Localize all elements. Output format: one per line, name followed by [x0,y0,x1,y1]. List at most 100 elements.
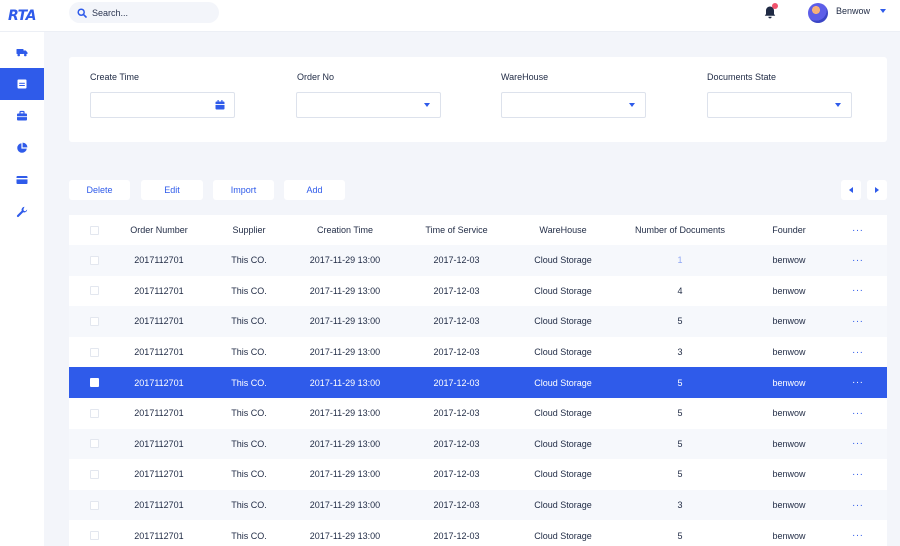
number-of-documents-cell: 1 [677,255,683,266]
delete-button[interactable]: Delete [69,180,130,200]
table-row[interactable]: 2017112701 This CO. 2017-11-29 13:00 2017-1… [69,489,887,521]
creation-time-cell: 2017-11-29 13:00 [309,530,381,541]
column-header-time-of-service[interactable]: Time of Service [425,225,488,235]
creation-time-cell: 2017-11-29 13:00 [309,347,381,358]
notification-badge [772,3,778,9]
more-options-icon[interactable]: ··· [852,530,864,542]
column-header-number-of-documents[interactable]: Number of Documents [634,225,726,235]
founder-cell: benwow [772,469,806,480]
row-checkbox[interactable] [90,255,99,265]
table-row[interactable]: 2017112701 This CO. 2017-11-29 13:00 2017-1… [69,397,887,429]
warehouse-cell: Cloud Storage [534,255,592,266]
sidebar-item-payments[interactable] [0,164,44,196]
more-options-icon[interactable]: ··· [852,377,864,389]
more-options-icon[interactable]: ··· [852,499,864,511]
column-header-warehouse[interactable]: WareHouse [539,225,587,235]
number-of-documents-cell: 5 [677,438,683,449]
search-icon [77,7,87,18]
more-options-icon[interactable]: ··· [852,468,864,480]
order-no-select[interactable] [296,92,441,118]
table-row[interactable]: 2017112701 This CO. 2017-11-29 13:00 2017-1… [69,428,887,460]
chevron-right-icon [875,187,879,193]
table-row[interactable]: 2017112701 This CO. 2017-11-29 13:00 2017-1… [69,459,887,490]
time-of-service-cell: 2017-12-03 [433,316,480,327]
number-of-documents-cell: 5 [677,530,683,541]
previous-page-button[interactable] [841,180,861,200]
document-icon [17,79,27,89]
next-page-button[interactable] [867,180,887,200]
sidebar-item-reports[interactable] [0,132,44,164]
supplier-cell: This CO. [231,469,267,480]
more-options-icon[interactable]: ··· [852,407,864,419]
creation-time-cell: 2017-11-29 13:00 [309,469,381,480]
warehouse-cell: Cloud Storage [534,500,592,511]
more-options-icon[interactable]: ··· [852,285,864,297]
row-checkbox[interactable] [90,347,99,357]
supplier-cell: This CO. [231,500,267,511]
chevron-down-icon[interactable] [880,9,886,13]
row-checkbox[interactable] [90,439,99,449]
search-input[interactable] [92,7,212,18]
column-header-founder[interactable]: Founder [772,225,806,235]
table-row[interactable]: 2017112701 This CO. 2017-11-29 13:00 2017-1… [69,306,887,337]
order-number-cell: 2017112701 [134,438,184,449]
creation-time-cell: 2017-11-29 13:00 [309,500,381,511]
number-of-documents-cell: 3 [677,500,683,511]
more-options-icon[interactable]: ··· [852,346,864,358]
chevron-down-icon [835,103,841,107]
add-button[interactable]: Add [284,180,345,200]
create-time-field[interactable] [90,92,235,118]
more-options-icon[interactable]: ··· [852,315,864,327]
row-checkbox[interactable] [90,469,99,479]
order-no-label: Order No [297,72,335,82]
order-number-cell: 2017112701 [134,469,184,480]
table-row[interactable]: 2017112701 This CO. 2017-11-29 13:00 2017-1… [69,245,887,276]
search-box[interactable] [69,2,219,23]
row-checkbox[interactable] [90,378,99,388]
orders-table: Order Number Supplier Creation Time Time… [69,215,887,546]
time-of-service-cell: 2017-12-03 [433,469,480,480]
number-of-documents-cell: 3 [677,347,683,358]
founder-cell: benwow [772,377,806,388]
more-options-icon[interactable]: ··· [852,254,864,266]
table-row[interactable]: 2017112701 This CO. 2017-11-29 13:00 2017-1… [69,520,887,546]
column-header-creation-time[interactable]: Creation Time [316,225,374,235]
sidebar-item-logistics[interactable] [0,36,44,68]
notification-bell-icon[interactable] [762,4,778,20]
row-checkbox[interactable] [90,531,99,541]
sidebar-item-settings[interactable] [0,196,44,228]
supplier-cell: This CO. [231,530,267,541]
creation-time-cell: 2017-11-29 13:00 [309,255,381,266]
row-checkbox[interactable] [90,286,99,296]
supplier-cell: This CO. [231,316,267,327]
column-header-supplier[interactable]: Supplier [232,225,266,235]
row-checkbox[interactable] [90,408,99,418]
warehouse-select[interactable] [501,92,646,118]
documents-state-select[interactable] [707,92,852,118]
table-row[interactable]: 2017112701 This CO. 2017-11-29 13:00 2017-1… [69,336,887,368]
table-row[interactable]: 2017112701 This CO. 2017-11-29 13:00 2017-1… [69,275,887,307]
warehouse-cell: Cloud Storage [534,530,592,541]
creation-time-cell: 2017-11-29 13:00 [309,316,381,327]
row-checkbox[interactable] [90,316,99,326]
calendar-icon[interactable] [215,100,225,110]
username-label[interactable]: Benwow [836,6,871,16]
user-avatar[interactable] [808,3,828,23]
table-header: Order Number Supplier Creation Time Time… [69,215,887,245]
import-button[interactable]: Import [213,180,274,200]
sidebar-item-orders[interactable] [0,68,44,100]
create-time-label: Create Time [90,72,140,82]
warehouse-cell: Cloud Storage [534,285,592,296]
supplier-cell: This CO. [231,408,267,419]
filter-panel: Create Time Order No WareHouse Documents… [69,57,887,142]
sidebar-item-business[interactable] [0,100,44,132]
more-options-icon[interactable]: ··· [852,224,864,236]
column-header-order-number[interactable]: Order Number [130,225,188,235]
more-options-icon[interactable]: ··· [852,438,864,450]
creation-time-cell: 2017-11-29 13:00 [309,408,381,419]
select-all-checkbox[interactable] [90,225,99,235]
edit-button[interactable]: Edit [141,180,203,200]
table-row-selected[interactable]: 2017112701 This CO. 2017-11-29 13:00 2017-1… [69,367,887,398]
order-number-cell: 2017112701 [134,500,184,511]
row-checkbox[interactable] [90,500,99,510]
